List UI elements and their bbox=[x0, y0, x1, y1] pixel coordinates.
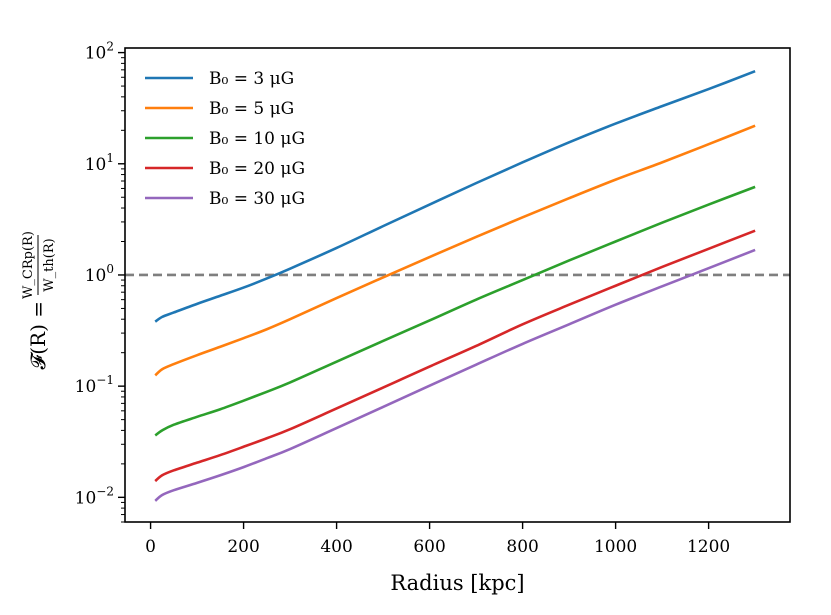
legend-label: B₀ = 30 μG bbox=[209, 189, 305, 209]
legend-label: B₀ = 5 μG bbox=[209, 99, 294, 119]
x-tick-label: 1200 bbox=[687, 537, 730, 557]
plot-frame bbox=[124, 47, 791, 523]
plot-content bbox=[125, 70, 790, 502]
legend-label: B₀ = 20 μG bbox=[209, 159, 305, 179]
series-line-2 bbox=[154, 124, 756, 377]
x-tick-label: 0 bbox=[145, 537, 156, 557]
y-tick-label: 10−2 bbox=[75, 484, 114, 508]
x-axis-label: Radius [kpc] bbox=[390, 571, 524, 595]
series-line-3 bbox=[154, 185, 756, 437]
y-tick-label: 100 bbox=[85, 262, 114, 286]
y-tick-label: 102 bbox=[85, 40, 114, 64]
x-tick-label: 600 bbox=[413, 537, 445, 557]
axis-ticks: 0 200 400 600 800 1000 1200 10−2 10−1 100 101 102 bbox=[75, 40, 731, 557]
x-tick-label: 1000 bbox=[594, 537, 637, 557]
y-axis-label-denominator: W_th(R) bbox=[42, 238, 57, 291]
y-axis-label: 𝓕(R) = W_CRp(R) W_th(R) bbox=[21, 231, 57, 369]
x-tick-label: 200 bbox=[227, 537, 259, 557]
x-tick-label: 400 bbox=[320, 537, 352, 557]
series-line-1 bbox=[154, 70, 756, 323]
legend-label: B₀ = 10 μG bbox=[209, 129, 305, 149]
series-line-4 bbox=[154, 229, 756, 483]
y-tick-label: 10−1 bbox=[75, 373, 114, 397]
series-line-5 bbox=[154, 248, 756, 502]
x-tick-label: 800 bbox=[506, 537, 538, 557]
legend: B₀ = 3 μG B₀ = 5 μG B₀ = 10 μG B₀ = 20 μG B₀… bbox=[145, 69, 305, 209]
y-axis-label-numerator: W_CRp(R) bbox=[21, 231, 36, 299]
legend-label: B₀ = 3 μG bbox=[209, 69, 294, 89]
y-axis-label-lhs: 𝓕(R) = bbox=[26, 301, 50, 370]
y-tick-label: 101 bbox=[85, 151, 114, 175]
